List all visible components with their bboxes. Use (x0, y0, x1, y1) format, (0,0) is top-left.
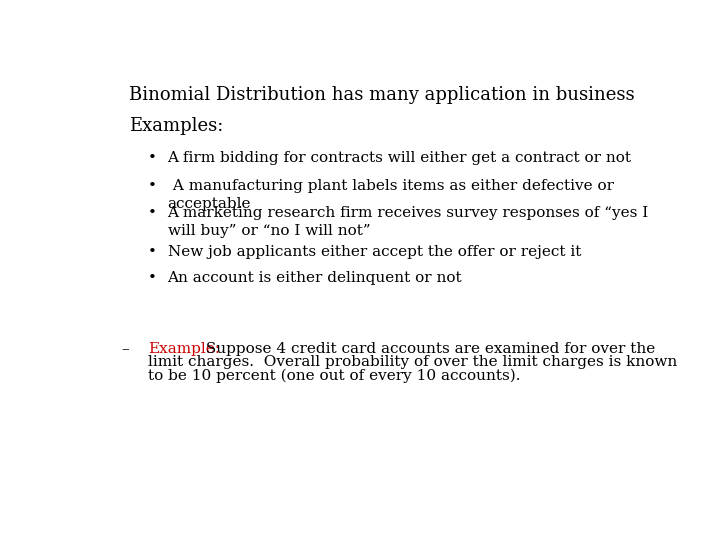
Text: A marketing research firm receives survey responses of “yes I
will buy” or “no I: A marketing research firm receives surve… (168, 206, 649, 238)
Text: Example:: Example: (148, 342, 220, 356)
Text: Binomial Distribution has many application in business: Binomial Distribution has many applicati… (129, 86, 634, 104)
Text: A firm bidding for contracts will either get a contract or not: A firm bidding for contracts will either… (168, 151, 631, 165)
Text: •: • (148, 206, 156, 220)
Text: •: • (148, 151, 156, 165)
Text: Examples:: Examples: (129, 117, 223, 135)
Text: •: • (148, 245, 156, 259)
Text: –: – (121, 342, 129, 356)
Text: Suppose 4 credit card accounts are examined for over the: Suppose 4 credit card accounts are exami… (201, 342, 655, 356)
Text: •: • (148, 179, 156, 193)
Text: New job applicants either accept the offer or reject it: New job applicants either accept the off… (168, 245, 581, 259)
Text: An account is either delinquent or not: An account is either delinquent or not (168, 271, 462, 285)
Text: A manufacturing plant labels items as either defective or
acceptable: A manufacturing plant labels items as ei… (168, 179, 613, 211)
Text: limit charges.  Overall probability of over the limit charges is known: limit charges. Overall probability of ov… (148, 355, 678, 369)
Text: to be 10 percent (one out of every 10 accounts).: to be 10 percent (one out of every 10 ac… (148, 368, 521, 382)
Text: •: • (148, 271, 156, 285)
